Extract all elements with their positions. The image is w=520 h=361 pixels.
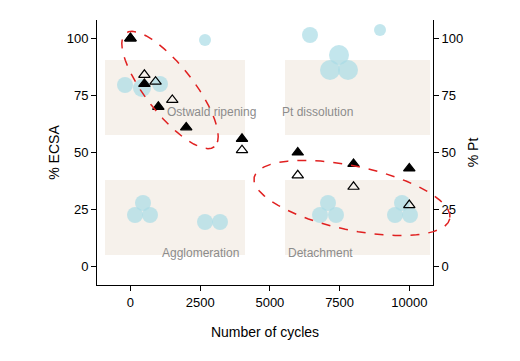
svg-text:Pt dissolution: Pt dissolution [282, 105, 353, 119]
svg-text:Number of cycles: Number of cycles [211, 324, 319, 340]
svg-text:% ECSA: % ECSA [46, 125, 62, 180]
svg-text:75: 75 [442, 88, 456, 103]
svg-text:75: 75 [74, 88, 88, 103]
svg-text:25: 25 [74, 202, 88, 217]
svg-text:2500: 2500 [186, 295, 215, 310]
svg-text:7500: 7500 [325, 295, 354, 310]
svg-text:10000: 10000 [391, 295, 427, 310]
svg-text:50: 50 [74, 145, 88, 160]
svg-text:100: 100 [67, 31, 89, 46]
svg-text:Detachment: Detachment [288, 246, 353, 260]
svg-text:% Pt: % Pt [465, 138, 481, 168]
svg-text:0: 0 [442, 259, 449, 274]
svg-text:100: 100 [442, 31, 464, 46]
svg-text:Ostwald ripening: Ostwald ripening [167, 105, 256, 119]
svg-text:5000: 5000 [255, 295, 284, 310]
svg-text:Agglomeration: Agglomeration [162, 246, 239, 260]
svg-text:25: 25 [442, 202, 456, 217]
svg-text:50: 50 [442, 145, 456, 160]
svg-text:0: 0 [81, 259, 88, 274]
svg-text:0: 0 [127, 295, 134, 310]
